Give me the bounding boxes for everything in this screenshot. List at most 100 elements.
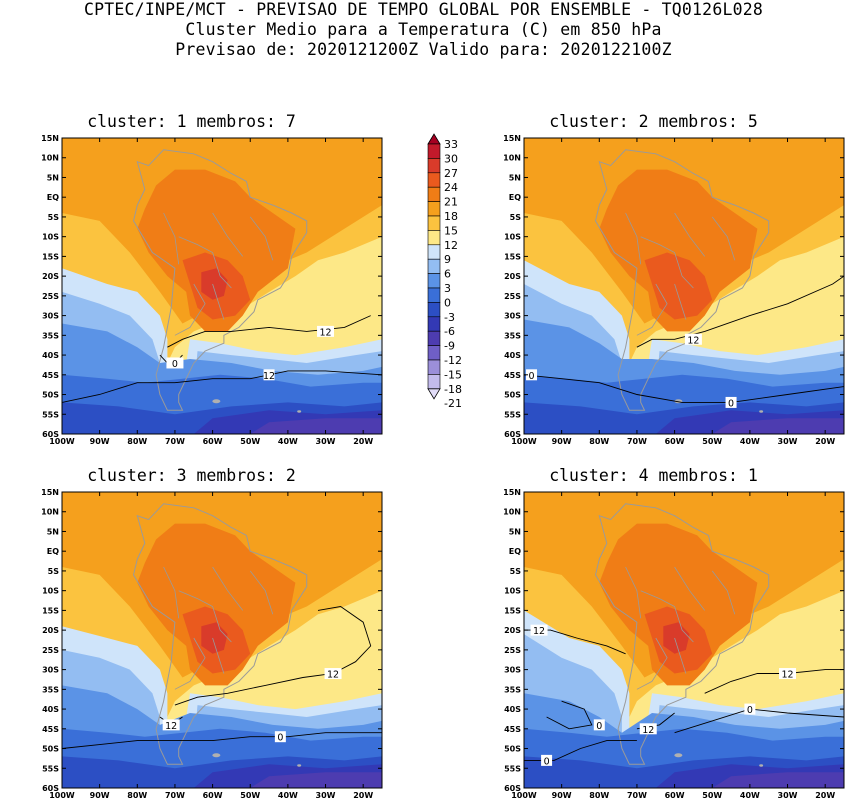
country-border [674, 566, 706, 611]
country-border [212, 637, 225, 674]
lon-label: 90W [552, 791, 572, 800]
lat-label: 50S [42, 391, 59, 400]
isotherm-line [704, 669, 844, 694]
lat-label: 60S [42, 430, 59, 439]
lon-label: 30W [778, 791, 798, 800]
lat-label: 20S [504, 272, 521, 281]
isotherm-line [167, 315, 371, 348]
lat-label: 5N [47, 527, 59, 536]
contour-label-bg [639, 723, 657, 735]
lon-label: 70W [627, 791, 647, 800]
lat-label: 10S [504, 587, 521, 596]
contour-label: 12 [165, 721, 177, 732]
contour-label-bg [317, 325, 335, 337]
lon-label: 100W [511, 437, 537, 446]
country-border [674, 212, 706, 257]
panel-title: cluster: 2 membros: 5 [549, 112, 758, 131]
panel-title: cluster: 3 membros: 2 [87, 466, 296, 485]
contour-label-bg [530, 624, 548, 636]
lat-label: 35S [504, 685, 521, 694]
lat-label: 55S [504, 410, 521, 419]
header-line-3: Previsao de: 2020121200Z Valido para: 20… [175, 40, 672, 59]
lon-label: 20W [353, 437, 373, 446]
lat-label: EQ [47, 193, 59, 202]
lat-label: 45S [42, 725, 59, 734]
coastline [132, 503, 308, 765]
contour-label: 0 [277, 733, 283, 744]
lat-label: 10N [41, 154, 59, 163]
lat-label: 25S [504, 292, 521, 301]
contour-label-bg [779, 668, 797, 680]
colorbar-label: 12 [444, 239, 458, 252]
colorbar-segment [427, 374, 441, 390]
colorbar-label: -21 [444, 397, 462, 410]
coastline [594, 503, 770, 765]
lat-label: 10S [42, 587, 59, 596]
country-border [636, 283, 668, 336]
colorbar-segment [427, 345, 441, 361]
colorbar-segment [427, 172, 441, 188]
lat-label: 55S [504, 764, 521, 773]
lon-label: 40W [278, 437, 298, 446]
header: CPTEC/INPE/MCT - PREVISAO DE TEMPO GLOBA… [0, 0, 847, 60]
lat-label: 10S [42, 233, 59, 242]
contour-label: 12 [687, 335, 699, 346]
lat-label: 45S [42, 371, 59, 380]
lon-label: 30W [316, 791, 336, 800]
lat-label: 55S [42, 410, 59, 419]
lat-label: 60S [504, 430, 521, 439]
lat-label: 10S [504, 233, 521, 242]
lat-label: 5S [48, 567, 60, 576]
lat-label: 5S [48, 213, 60, 222]
lon-label: 80W [589, 791, 609, 800]
contour-label-bg [593, 719, 605, 731]
lat-label: 25S [504, 646, 521, 655]
temperature-fill: 12 0 0 [524, 138, 844, 434]
map-panel-cluster-3: cluster: 3 membros: 2 12 12 0 15N 10N 5N EQ 5S 1… [0, 466, 383, 806]
lat-label: 30S [504, 312, 521, 321]
colorbar-label: 6 [444, 268, 451, 281]
colorbar-label: 3 [444, 282, 451, 295]
lon-label: 100W [49, 791, 75, 800]
lat-label: 15N [41, 488, 59, 497]
lat-label: 10N [503, 508, 521, 517]
lat-label: 35S [504, 331, 521, 340]
map-frame [523, 491, 845, 789]
colorbar-segment [427, 330, 441, 346]
lat-label: 5S [510, 567, 522, 576]
colorbar-segment [427, 186, 441, 202]
colorbar-segment [427, 316, 441, 332]
colorbar-label: 21 [444, 196, 458, 209]
island [759, 410, 764, 413]
country-border [178, 590, 232, 643]
lon-label: 40W [740, 791, 760, 800]
map-frame [61, 137, 383, 435]
temperature-map: 12 0 0 15N 10N 5N EQ 5S 10S 15S 20S 25S 30S 35S 40S 45S… [503, 134, 845, 446]
temperature-map: 12 12 0 15N 10N 5N EQ 5S 10S 15S 20S 25S 30S 35S 40S 45… [41, 134, 383, 446]
country-border [711, 216, 736, 261]
lat-label: 30S [504, 666, 521, 675]
lat-label: 60S [504, 784, 521, 793]
lat-label: 15S [504, 606, 521, 615]
country-border [163, 566, 180, 619]
lat-label: 35S [42, 331, 59, 340]
contour-label: 12 [781, 670, 793, 681]
map-panel-cluster-4: cluster: 4 membros: 1 12 12 12 0 0 0 15N 10N 5N E… [462, 466, 845, 806]
lon-label: 40W [278, 791, 298, 800]
lat-label: 15S [42, 606, 59, 615]
contour-label: 0 [172, 359, 178, 370]
lat-label: 10N [41, 508, 59, 517]
lon-label: 80W [127, 791, 147, 800]
colorbar-label: -6 [444, 325, 455, 338]
lon-label: 70W [165, 791, 185, 800]
colorbar-segment [427, 215, 441, 231]
lat-label: 10N [503, 154, 521, 163]
lat-label: 20S [42, 272, 59, 281]
contour-label-bg [162, 719, 180, 731]
lon-label: 20W [815, 791, 835, 800]
lon-label: 60W [665, 791, 685, 800]
country-border [174, 283, 206, 336]
colorbar-label: 9 [444, 253, 451, 266]
colorbar-label: -15 [444, 368, 462, 381]
